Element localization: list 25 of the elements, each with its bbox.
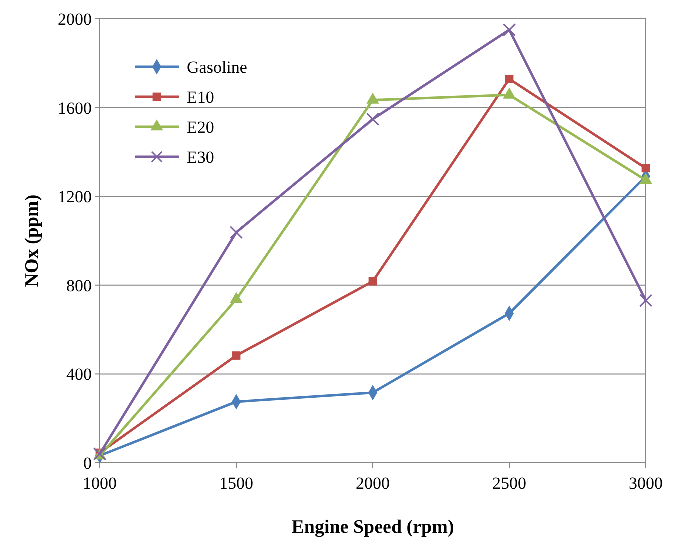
point [505,74,514,84]
point [366,112,380,126]
y-axis-title: NOx (ppm) [22,194,43,288]
y-tick-label: 1600 [58,98,92,118]
point [639,294,653,308]
legend-label: E30 [187,148,214,167]
x-tick-label: 2000 [356,474,390,493]
y-tick-label: 2000 [58,10,92,29]
point [642,164,650,173]
y-tick-label: 400 [66,365,92,384]
x-axis-title: Engine Speed (rpm) [292,517,454,538]
x-tick-label: 3000 [629,474,663,493]
y-tick-label: 1200 [58,188,92,207]
point [502,24,516,37]
x-tick-label: 2500 [492,474,526,493]
legend-label: Gasoline [187,58,248,77]
point [368,277,378,286]
y-tick-label: 800 [66,276,92,296]
legend-label: E10 [187,88,214,107]
x-tick-label: 1500 [220,474,254,493]
legend-label: E20 [187,118,214,137]
point [230,226,244,240]
point [232,352,241,360]
y-tick-label: 0 [84,454,92,473]
x-tick-label: 1000 [83,474,117,493]
